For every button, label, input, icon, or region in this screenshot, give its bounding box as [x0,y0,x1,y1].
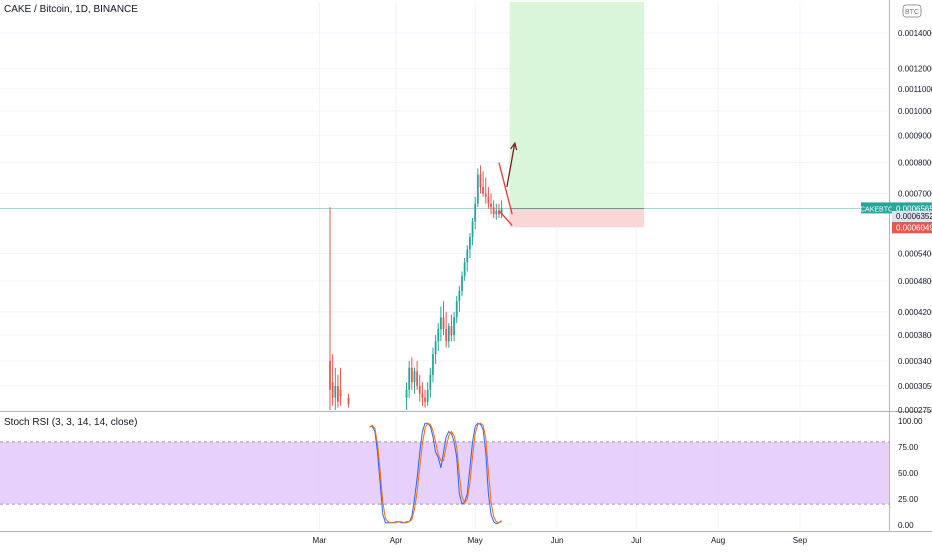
candle-body [498,210,500,215]
candle-body [426,389,429,402]
candle-body [337,386,339,402]
candle-body [339,389,342,397]
candle-body [410,367,413,383]
stop-label-box [892,222,932,234]
candle-body [487,196,490,204]
time-axis-tick: Jun [551,536,564,545]
stoch-rsi-axis-tick: 50.00 [898,469,919,478]
currency-badge: BTC [905,9,919,16]
symbol-label: CAKEBTC [860,206,893,213]
candle-body [450,326,453,336]
stoch-rsi-axis-tick: 25.00 [898,495,919,504]
candle-body [329,360,331,390]
candle-body [455,301,458,318]
wedge-upper-line [498,162,513,215]
stoch-rsi-title: Stoch RSI (3, 3, 14, 14, close) [4,417,138,428]
time-axis-tick: May [468,536,483,545]
time-axis-tick: Jul [631,536,641,545]
price-axis-tick: 0.0011000 [898,85,932,94]
candle-body [432,354,434,375]
candle-body [416,371,419,387]
target-zone [509,2,645,209]
candle-body [437,329,440,342]
time-axis-tick: Sep [793,536,808,545]
currency-badge-box [902,4,922,18]
candle-body [471,221,474,238]
candle-body [413,371,416,383]
stop-zone [509,208,645,228]
candle-body [458,290,461,302]
candle-body [421,393,424,398]
price-axis-tick: 0.0002750 [898,406,932,415]
candle-body [334,386,337,398]
candle-body [434,341,437,355]
last-price-label: 0.0006565 [896,204,932,213]
candle-body [418,386,421,394]
chart-title: CAKE / Bitcoin, 1D, BINANCE [4,4,138,15]
candle-body [424,397,426,402]
candle-body [466,249,469,263]
candle-body [479,174,482,188]
candle-body [461,276,463,291]
candle-body [474,203,477,222]
candle-body [484,193,487,197]
candle-body [500,208,503,215]
wedge-lower-line [498,210,513,226]
candle-body [442,317,445,330]
candle-body [405,389,408,398]
stoch-rsi-d-line [369,422,502,524]
time-axis-tick: Apr [390,536,403,545]
candle-body [408,367,411,390]
time-axis-tick: Mar [313,536,327,545]
candle-body [469,237,471,250]
candle-body [495,210,498,215]
candle-body [453,317,455,336]
candle-body [347,397,350,405]
candle-body [492,207,495,215]
stop-top-label: 0.0006352 [896,212,932,221]
stoch-rsi-band [0,441,889,505]
candle-body [439,317,442,330]
candle-body [331,382,334,398]
stoch-rsi-axis-tick: 75.00 [898,443,919,452]
stoch-rsi-axis-tick: 100.00 [898,417,923,426]
time-axis-tick: Aug [711,536,725,545]
up-arrow-line [506,143,516,188]
candle-body [482,187,485,194]
stop-top-label-box [892,211,932,223]
candle-body [447,326,450,342]
candle-body [445,329,448,342]
stop-label: 0.0006049 [896,223,932,232]
candle-body [429,374,432,390]
candle-body [476,174,479,204]
symbol-label-box [861,202,892,214]
candle-body [463,262,466,277]
candle-body [490,203,492,208]
up-arrow-head [510,141,518,151]
stoch-rsi-axis-tick: 0.00 [898,521,914,530]
